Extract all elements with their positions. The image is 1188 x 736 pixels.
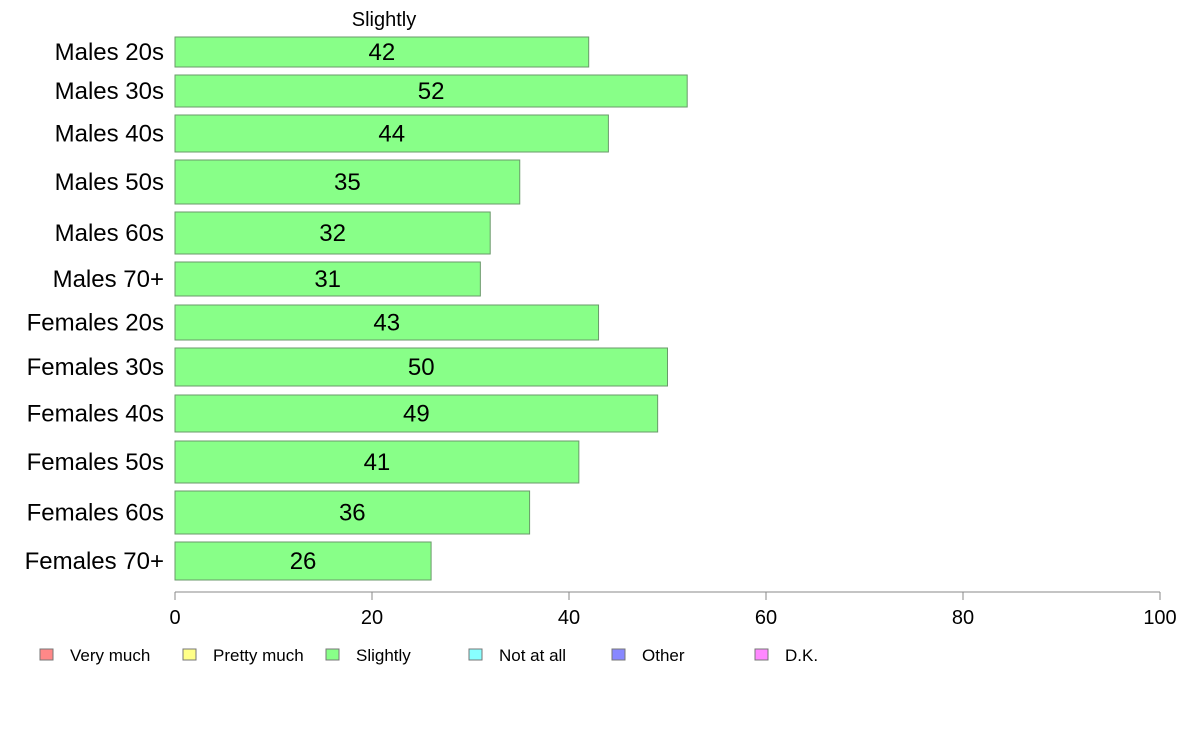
- x-tick-label: 0: [169, 607, 180, 629]
- bar: [174, 36, 590, 68]
- bar: [174, 159, 521, 205]
- category-label: Males 70+: [53, 266, 164, 293]
- x-tick-label: 40: [558, 607, 580, 629]
- data-label: 36: [339, 500, 366, 527]
- chart-title: Slightly: [352, 9, 416, 31]
- legend-label: D.K.: [785, 646, 818, 665]
- bar: [174, 211, 491, 255]
- category-label: Males 60s: [55, 220, 164, 247]
- legend-swatch: [611, 648, 626, 661]
- category-label: Males 40s: [55, 121, 164, 148]
- legend-swatch: [754, 648, 769, 661]
- bar: [174, 394, 659, 433]
- data-label: 35: [334, 169, 361, 196]
- x-tick-label: 60: [755, 607, 777, 629]
- legend: Very much Pretty much Slightly Not at all Ot…: [39, 646, 818, 665]
- legend-swatch: [182, 648, 197, 661]
- legend-swatch: [468, 648, 483, 661]
- data-label: 31: [314, 266, 341, 293]
- category-label: Females 60s: [27, 500, 164, 527]
- bar: [174, 261, 481, 297]
- legend-label: Other: [642, 646, 685, 665]
- x-tick-label: 100: [1143, 607, 1176, 629]
- bar: [174, 440, 580, 484]
- bar: [174, 74, 688, 108]
- data-label: 52: [418, 78, 445, 105]
- x-tick-label: 20: [361, 607, 383, 629]
- legend-label: Very much: [70, 646, 150, 665]
- category-label: Females 20s: [27, 310, 164, 337]
- data-label: 32: [319, 220, 346, 247]
- legend-label: Not at all: [499, 646, 566, 665]
- legend-swatch: [39, 648, 54, 661]
- data-label: 42: [368, 39, 395, 66]
- legend-swatch: [325, 648, 340, 661]
- data-label: 50: [408, 354, 435, 381]
- legend-label: Pretty much: [213, 646, 304, 665]
- data-label: 44: [378, 121, 405, 148]
- bar: [174, 541, 432, 581]
- data-label: 41: [364, 449, 391, 476]
- x-tick-label: 80: [952, 607, 974, 629]
- data-label: 49: [403, 401, 430, 428]
- category-label: Males 50s: [55, 169, 164, 196]
- bar: [174, 304, 600, 341]
- bar: [174, 490, 531, 535]
- data-label: 43: [373, 310, 400, 337]
- bar: [174, 114, 609, 153]
- category-label: Females 30s: [27, 354, 164, 381]
- category-label: Females 40s: [27, 401, 164, 428]
- category-label: Females 50s: [27, 449, 164, 476]
- x-axis: 0 20 40 60 80 100: [169, 591, 1177, 629]
- category-label: Males 30s: [55, 78, 164, 105]
- legend-label: Slightly: [356, 646, 411, 665]
- category-label: Females 70+: [25, 548, 164, 575]
- bar: [174, 347, 668, 387]
- data-label: 26: [290, 548, 317, 575]
- category-label: Males 20s: [55, 39, 164, 66]
- bars-group: Males 20s 42 Males 30s 52 Males 40s 44 Males 5…: [25, 36, 688, 581]
